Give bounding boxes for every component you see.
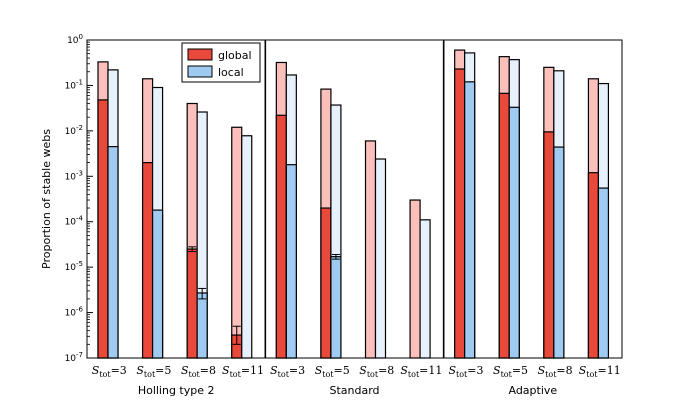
y-tick-label: 10-5 [65,260,83,273]
bar-local [285,164,297,359]
x-tick-label: Stot=8 [359,364,394,379]
bar-local [464,81,476,359]
y-axis: 10-7 10-6 10-5 10-4 10-3 10-2 10-1 100 [65,33,445,364]
y-axis-label: Proportion of stable webs [40,129,53,269]
panel-title: Holling type 2 [138,384,215,397]
bar-local [107,146,119,359]
y-tick-label: 10-4 [65,215,84,228]
x-tick-label: Stot=11 [579,364,621,379]
panel-title: Standard [329,384,379,397]
x-tick-label: Stot=8 [181,364,216,379]
x-tick-label: Stot=11 [400,364,442,379]
x-tick-label: Stot=11 [222,364,264,379]
y-tick-label: 10-1 [65,78,83,91]
bar-local-total [419,219,431,359]
bar-global [454,68,466,359]
bar-global-total [364,140,377,359]
bar-local [151,209,164,359]
x-tick-label: Stot=8 [538,364,573,379]
x-tick-label: Stot=3 [270,364,305,379]
y-tick-label: 10-7 [65,351,83,364]
bar-local [553,146,565,359]
bar-local [330,256,342,359]
legend-label-global: global [218,49,252,62]
bar-global-total [409,199,421,359]
x-tick-labels: Stot=3 Stot=5 Stot=8 Stot=11 Holling type 2 S… [92,364,621,397]
bar-global [320,207,332,359]
bar-local [196,292,208,359]
x-tick-label: Stot=5 [136,364,171,379]
legend-swatch-local [187,65,213,78]
bar-global-total [231,126,243,359]
bar-local-total [241,135,253,359]
y-tick-label: 10-3 [65,169,83,182]
bar-local-total [374,158,387,359]
bar-global [587,172,600,359]
legend-swatch-global [187,48,213,61]
x-tick-label: Stot=5 [315,364,350,379]
bars-layer [97,49,610,359]
bar-global [543,131,555,359]
legend-label-local: local [218,66,244,79]
y-tick-label: 10-6 [65,306,84,319]
legend: global local [181,42,261,83]
plot-frame [86,39,623,359]
x-tick-label: Stot=5 [493,364,528,379]
bar-global [97,99,109,359]
y-tick-label: 100 [67,33,83,46]
bar-global [141,162,154,359]
y-tick-label: 10-2 [65,124,83,137]
bar-global [498,92,510,359]
panel-title: Adaptive [508,384,557,397]
bar-local [508,106,520,359]
bar-local [597,187,610,359]
bar-global [275,114,287,359]
x-tick-label: Stot=3 [92,364,127,379]
bar-global [186,248,198,359]
x-tick-label: Stot=3 [448,364,483,379]
